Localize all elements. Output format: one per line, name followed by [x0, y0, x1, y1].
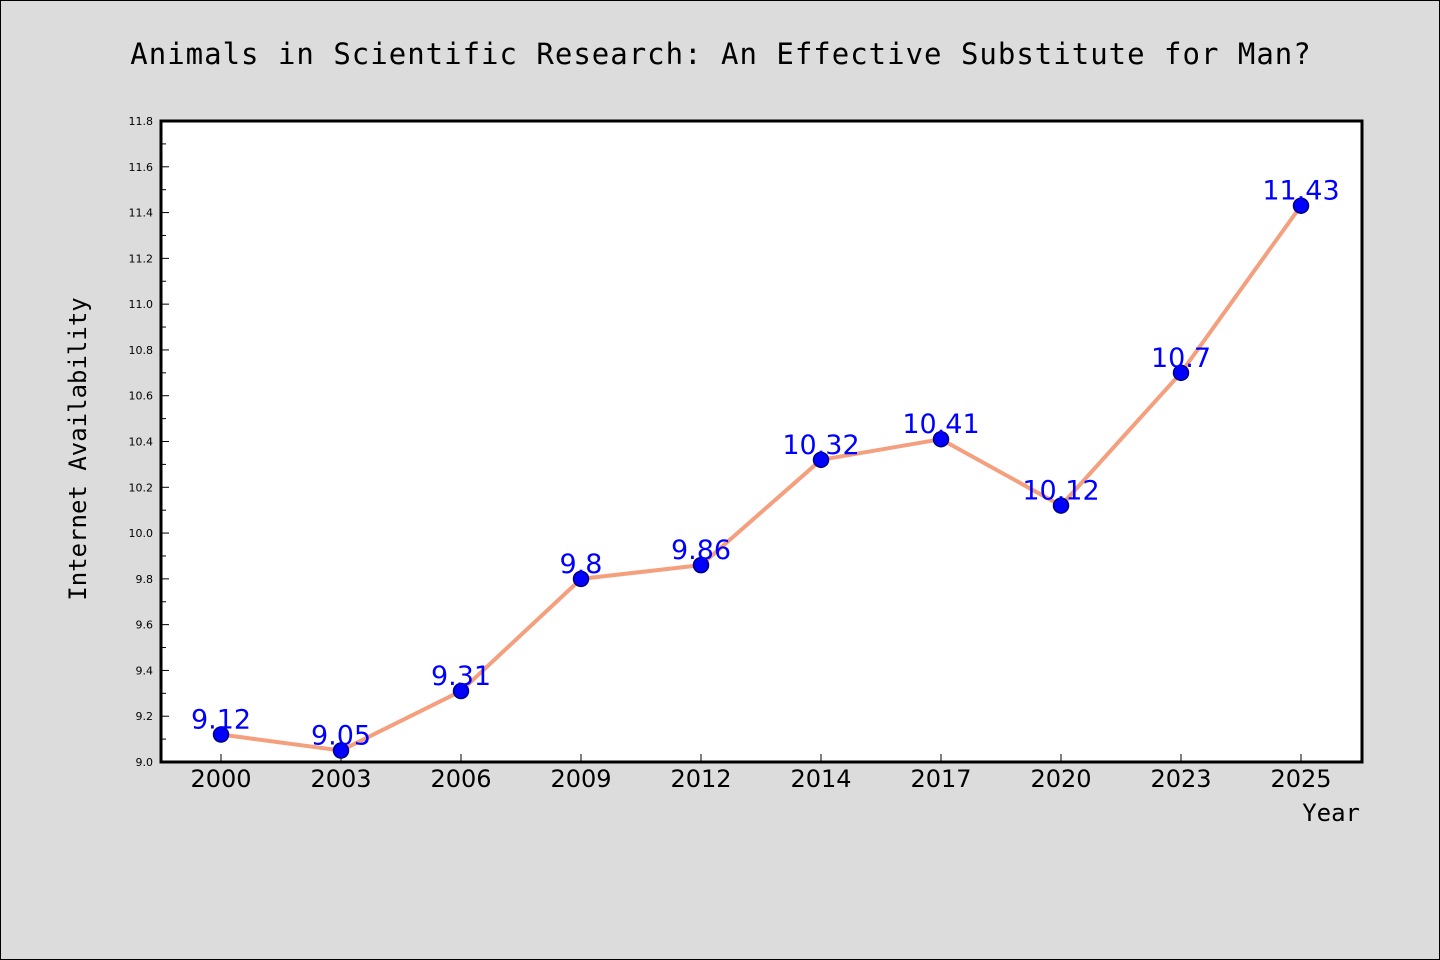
y-tick-label: 10.4: [129, 436, 154, 449]
y-tick-label: 11.0: [129, 298, 154, 311]
x-tick-label: 2009: [550, 765, 611, 793]
data-point-marker: [692, 556, 710, 574]
x-tick-label: 2003: [310, 765, 371, 793]
x-tick-label: 2006: [430, 765, 491, 793]
data-label: 9.05: [311, 721, 371, 752]
y-axis: 9.0 9.2 9.4 9.6 9.8 10.0 10.2 10.4 10.6 10.8 11.0 1…: [129, 115, 169, 769]
data-point-marker: [332, 742, 350, 759]
data-label: 9.12: [191, 705, 251, 736]
series-markers: [212, 197, 1310, 759]
data-labels: 9.12 9.05 9.31 9.8 9.86 10.32 10.41 10.12 10.7 11…: [191, 176, 1340, 752]
data-point-marker: [452, 682, 470, 700]
x-tick-label: 2020: [1030, 765, 1091, 793]
y-tick-label: 11.2: [129, 252, 154, 265]
plot-area: [161, 121, 1362, 762]
x-axis-title: Year: [1302, 799, 1360, 827]
y-tick-label: 10.0: [129, 527, 154, 540]
y-tick-label: 10.2: [129, 481, 154, 494]
x-tick-label: 2000: [190, 765, 251, 793]
data-label: 10.12: [1022, 476, 1099, 507]
y-tick-label: 10.8: [129, 344, 154, 357]
data-label: 9.86: [671, 535, 731, 566]
x-axis: 2000 2003 2006 2009 2012 2014 2017 2020 2023 2025: [190, 754, 1332, 793]
data-label: 10.32: [782, 430, 859, 461]
x-tick-label: 2023: [1150, 765, 1211, 793]
data-label: 10.41: [902, 409, 979, 440]
y-axis-title: Internet Availability: [64, 297, 92, 600]
data-label: 11.43: [1262, 176, 1339, 207]
x-tick-label: 2012: [670, 765, 731, 793]
data-label: 9.31: [431, 661, 491, 692]
x-tick-label: 2025: [1270, 765, 1331, 793]
data-label: 10.7: [1151, 343, 1211, 374]
y-tick-label: 10.6: [129, 390, 154, 403]
y-tick-label: 11.8: [129, 115, 154, 128]
y-tick-label: 11.6: [129, 161, 154, 174]
y-tick-label: 9.2: [136, 710, 154, 723]
data-point-marker: [572, 570, 590, 588]
x-tick-label: 2017: [910, 765, 971, 793]
y-tick-label: 9.0: [136, 756, 154, 769]
y-tick-label: 9.4: [136, 664, 154, 677]
chart-title: Animals in Scientific Research: An Effec…: [130, 37, 1311, 71]
data-label: 9.8: [560, 549, 603, 580]
y-tick-label: 11.4: [129, 207, 154, 220]
data-point-marker: [1052, 497, 1070, 514]
data-point-marker: [1292, 197, 1310, 214]
plot-border: [159, 119, 1364, 764]
x-tick-label: 2014: [790, 765, 851, 793]
series-line: [220, 204, 1303, 753]
data-point-marker: [812, 451, 830, 469]
y-tick-label: 9.6: [136, 619, 154, 632]
data-point-marker: [1172, 364, 1190, 382]
y-tick-label: 9.8: [136, 573, 154, 586]
data-point-marker: [212, 726, 230, 743]
data-point-marker: [932, 430, 950, 448]
